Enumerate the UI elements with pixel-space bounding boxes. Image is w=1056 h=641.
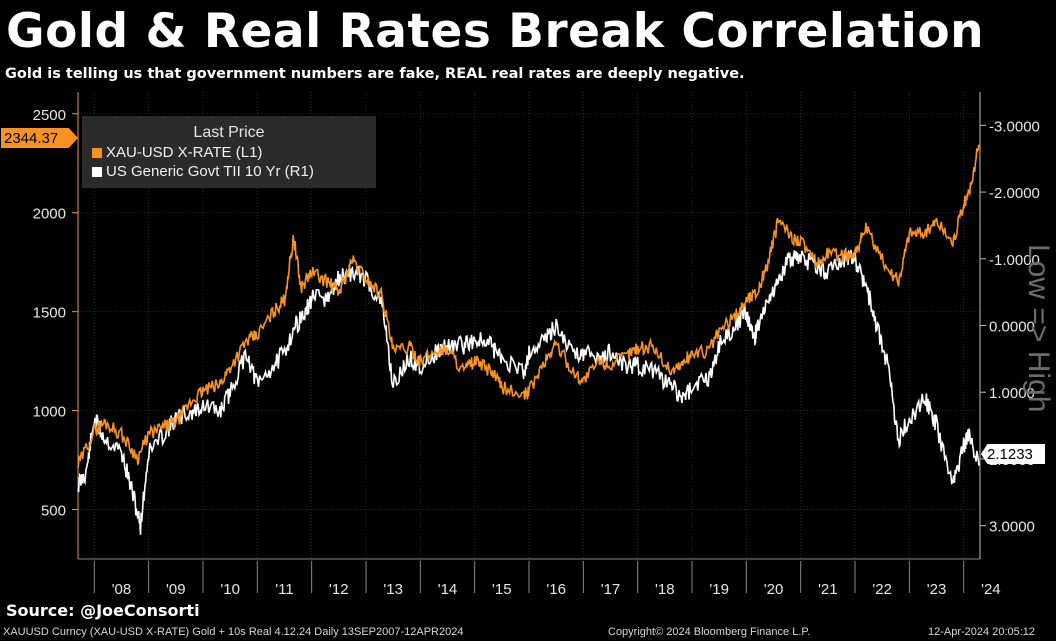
series-line-gold [77, 144, 980, 468]
legend-item-gold: XAU-USD X-RATE (L1) [92, 144, 376, 161]
x-tick-label: '21 [818, 581, 838, 598]
left-tick-label: 500 [41, 503, 66, 520]
left-tick-label: 2000 [33, 206, 66, 223]
x-tick-label: '12 [329, 581, 349, 598]
chart-title: Gold & Real Rates Break Correlation [6, 4, 985, 59]
x-tick-label: '09 [166, 581, 186, 598]
footer-timestamp: 12-Apr-2024 20:05:12 [928, 626, 1036, 638]
legend-label-real-rate: US Generic Govt TII 10 Yr (R1) [106, 163, 314, 180]
x-tick-label: '24 [981, 581, 1001, 598]
last-value-gold-badge: 2344.37 [1, 128, 78, 148]
x-tick-label: '14 [438, 581, 458, 598]
footer-description: XAUUSD Curncy (XAU-USD X-RATE) Gold + 10… [3, 626, 464, 638]
x-tick-label: '13 [383, 581, 403, 598]
footer-copyright: Copyright© 2024 Bloomberg Finance L.P. [608, 626, 811, 638]
chart-subtitle: Gold is telling us that government numbe… [5, 66, 745, 82]
x-tick-label: '22 [872, 581, 892, 598]
x-tick-label: '10 [220, 581, 240, 598]
chart-legend: Last Price XAU-USD X-RATE (L1) US Generi… [82, 116, 376, 188]
right-tick-label: -3.0000 [989, 118, 1040, 135]
x-tick-label: '20 [764, 581, 784, 598]
x-tick-label: '18 [655, 581, 675, 598]
x-tick-label: '17 [601, 581, 621, 598]
x-tick-label: '15 [492, 581, 512, 598]
legend-label-gold: XAU-USD X-RATE (L1) [106, 144, 263, 161]
x-tick-label: '23 [927, 581, 947, 598]
right-tick-label: 1.0000 [989, 385, 1035, 402]
x-tick-label: '19 [709, 581, 729, 598]
right-axis-direction-note: Low => High [1022, 243, 1055, 413]
series-line-real-rate [77, 246, 980, 535]
x-tick-label: '08 [112, 581, 132, 598]
right-tick-label: 0.0000 [989, 319, 1035, 336]
legend-swatch-real-rate [92, 166, 102, 177]
last-value-real-rate-badge: 2.1233 [981, 444, 1045, 464]
x-tick-label: '11 [275, 581, 293, 598]
right-tick-label: -1.0000 [989, 252, 1040, 269]
x-tick-label: '16 [546, 581, 566, 598]
right-tick-label: 3.0000 [989, 519, 1035, 536]
left-tick-label: 1000 [33, 404, 66, 421]
legend-swatch-gold [92, 147, 102, 158]
legend-item-real-rate: US Generic Govt TII 10 Yr (R1) [92, 163, 376, 180]
left-tick-label: 1500 [33, 305, 66, 322]
source-credit: Source: @JoeConsorti [6, 601, 200, 620]
right-tick-label: -2.0000 [989, 185, 1040, 202]
left-tick-label: 2500 [33, 107, 66, 124]
legend-title: Last Price [193, 124, 265, 141]
